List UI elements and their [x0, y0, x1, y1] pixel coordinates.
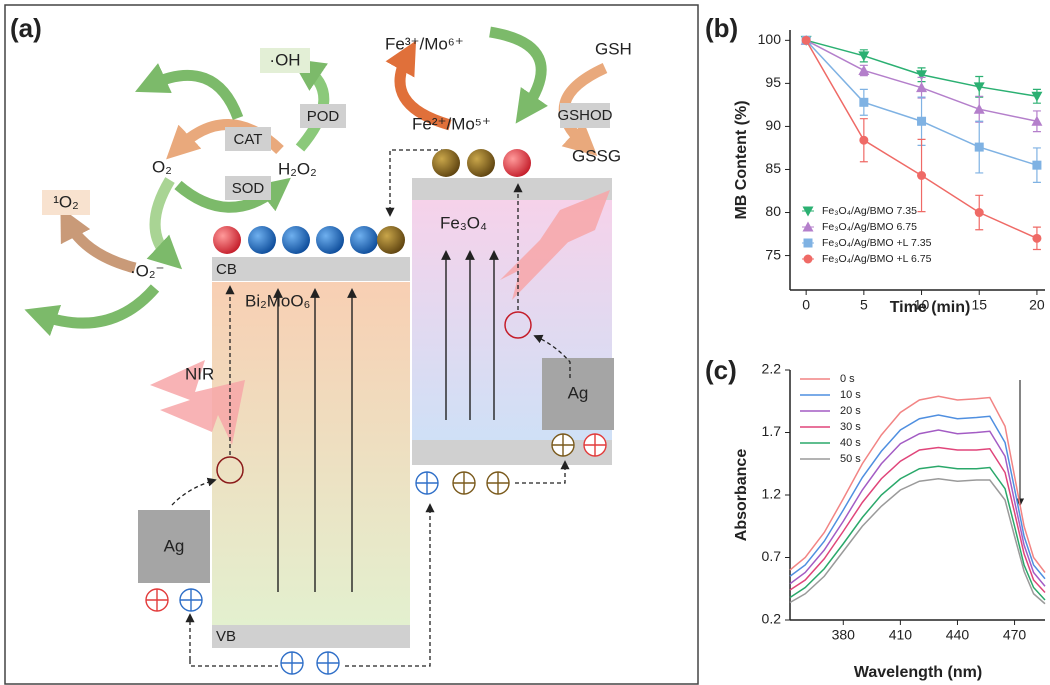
fe3o4-vb [412, 440, 612, 465]
panel-label: (b) [705, 13, 738, 43]
particle [377, 226, 405, 254]
transfer-arrow [515, 462, 565, 483]
species-label: H₂O₂ [278, 159, 317, 178]
species-label: Fe³⁺/Mo⁶⁺ [385, 34, 464, 53]
y-axis-label: MB Content (%) [733, 100, 750, 219]
legend-label: 20 s [840, 405, 861, 417]
point [975, 208, 984, 217]
y-tick-label: 0.7 [762, 548, 782, 564]
nir-label: NIR [185, 364, 214, 383]
vb-label: VB [216, 628, 236, 645]
legend-label: 30 s [840, 421, 861, 433]
cycle-arrow [150, 75, 238, 118]
y-tick-label: 1.7 [762, 423, 782, 439]
particle [432, 149, 460, 177]
y-tick-label: 100 [758, 31, 782, 47]
x-tick-label: 410 [889, 627, 913, 643]
ag-label: Ag [164, 536, 185, 555]
x-tick-label: 0 [802, 297, 810, 313]
material-label: Fe₃O₄ [440, 213, 487, 232]
point [1032, 234, 1041, 243]
y-tick-label: 0.2 [762, 611, 782, 627]
y-tick-label: 75 [765, 246, 781, 262]
species-label: O₂ [152, 157, 172, 176]
x-tick-label: 470 [1003, 627, 1027, 643]
enzyme-label: CAT [234, 131, 263, 148]
point [1031, 92, 1042, 102]
species-label: Fe²⁺/Mo⁵⁺ [412, 114, 491, 133]
species-label: GSH [595, 39, 632, 58]
particle [503, 149, 531, 177]
cycle-arrow [490, 32, 541, 110]
species-label: ·O₂⁻ [130, 261, 164, 280]
point [975, 143, 984, 152]
x-axis-label: Time (min) [890, 299, 971, 316]
transfer-arrow [172, 480, 215, 505]
legend-label: 40 s [840, 437, 861, 449]
vb-band [212, 625, 410, 648]
enzyme-label: SOD [232, 180, 265, 197]
legend-marker [804, 239, 813, 248]
legend-label: 10 s [840, 389, 861, 401]
series-line [790, 466, 1045, 600]
species-label: ·OH [269, 50, 300, 69]
cycle-arrow [40, 288, 155, 323]
legend-label: Fe₃O₄/Ag/BMO +L 7.35 [822, 237, 932, 249]
point [974, 104, 985, 114]
panel-label: (a) [10, 13, 42, 43]
y-tick-label: 95 [765, 74, 781, 90]
cb-label: CB [216, 261, 237, 278]
particle [213, 226, 241, 254]
legend-marker [804, 255, 813, 264]
particle [467, 149, 495, 177]
particle [350, 226, 378, 254]
x-tick-label: 5 [860, 297, 868, 313]
enzyme-label: POD [307, 108, 340, 125]
legend-label: Fe₃O₄/Ag/BMO +L 6.75 [822, 253, 932, 265]
point [859, 136, 868, 145]
ag-label: Ag [568, 383, 589, 402]
legend-label: 0 s [840, 373, 855, 385]
cb-band [212, 257, 410, 281]
y-tick-label: 80 [765, 203, 781, 219]
point [917, 117, 926, 126]
bi2moo6-block [212, 282, 410, 625]
point [858, 65, 869, 75]
x-tick-label: 380 [832, 627, 856, 643]
point [802, 36, 811, 45]
particle [248, 226, 276, 254]
point [917, 171, 926, 180]
cycle-arrow [155, 180, 170, 258]
legend-label: 50 s [840, 453, 861, 465]
species-label: ¹O₂ [53, 192, 78, 211]
figure: (a) Ag Ag CB VB Bi₂MoO₆ Fe₃O₄ NIR ·OH PO… [0, 0, 1050, 685]
point [859, 98, 868, 107]
cycle-arrow [68, 222, 135, 268]
species-label: GSSG [572, 146, 621, 165]
diagram: (a) Ag Ag CB VB Bi₂MoO₆ Fe₃O₄ NIR ·OH PO… [5, 5, 698, 684]
y-tick-label: 90 [765, 117, 781, 133]
y-axis-label: Absorbance [733, 449, 750, 542]
y-tick-label: 1.2 [762, 486, 782, 502]
fe3o4-cb [412, 178, 612, 200]
series-line [790, 396, 1045, 572]
y-tick-label: 2.2 [762, 361, 782, 377]
x-tick-label: 15 [971, 297, 987, 313]
legend-label: Fe₃O₄/Ag/BMO 6.75 [822, 221, 917, 233]
panel-label: (c) [705, 355, 737, 385]
legend-label: Fe₃O₄/Ag/BMO 7.35 [822, 205, 917, 217]
point [1032, 161, 1041, 170]
x-axis-label: Wavelength (nm) [854, 664, 982, 681]
enzyme-label: GSHOD [557, 107, 612, 124]
particle [316, 226, 344, 254]
y-tick-label: 85 [765, 160, 781, 176]
x-tick-label: 440 [946, 627, 970, 643]
x-tick-label: 20 [1029, 297, 1045, 313]
particle [282, 226, 310, 254]
